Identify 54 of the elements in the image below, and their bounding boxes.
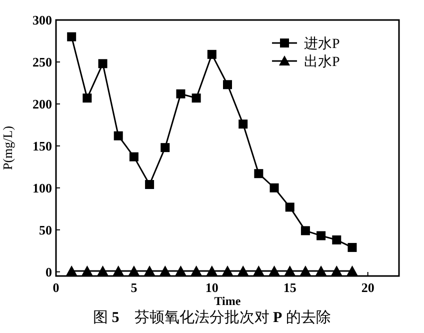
point [192, 94, 201, 103]
point [97, 265, 108, 276]
point [144, 265, 156, 276]
point [346, 265, 358, 276]
point [300, 265, 311, 276]
point [316, 231, 326, 240]
point [82, 94, 92, 103]
y-tick-label: 150 [32, 138, 52, 154]
point [206, 265, 218, 276]
point [82, 265, 93, 276]
y-axis-title: P(mg/L) [0, 126, 15, 170]
point [332, 235, 342, 244]
point [270, 183, 279, 192]
point [300, 226, 310, 236]
y-tick-label: 300 [32, 12, 52, 28]
point [316, 265, 327, 276]
x-tick-label: 15 [283, 280, 297, 295]
point [98, 59, 108, 68]
y-tick-label: 100 [32, 180, 52, 196]
x-axis-title: Time [214, 294, 242, 308]
point [222, 265, 233, 276]
point [66, 265, 78, 276]
x-tick-label: 20 [361, 280, 374, 295]
point [284, 265, 296, 276]
point [67, 32, 76, 42]
point [112, 265, 124, 276]
point [254, 169, 264, 178]
text: 图 5 芬顿氧化法分批次对 P 的去除 [93, 309, 331, 326]
y-tick-label: 200 [32, 96, 52, 112]
y-tick-label: 0 [46, 264, 52, 280]
point [114, 131, 123, 140]
point [128, 265, 140, 276]
point [160, 143, 170, 152]
point [238, 265, 249, 276]
x-tick-label: 10 [205, 280, 218, 295]
point [129, 152, 138, 162]
point [160, 265, 171, 276]
point [268, 265, 280, 276]
point [238, 120, 248, 129]
point [145, 180, 154, 190]
point [176, 89, 186, 98]
point [285, 202, 294, 212]
y-tick-label: 50 [39, 222, 52, 238]
legend-label: 进水P [304, 36, 340, 52]
point [207, 50, 216, 59]
point [190, 265, 202, 276]
point [253, 265, 264, 276]
y-tick-label: 250 [32, 54, 52, 70]
point [223, 80, 232, 90]
legend-label: 出水P [304, 54, 340, 70]
point [175, 265, 186, 276]
point [348, 242, 357, 252]
x-tick-label: 5 [130, 280, 138, 295]
point [331, 265, 342, 276]
